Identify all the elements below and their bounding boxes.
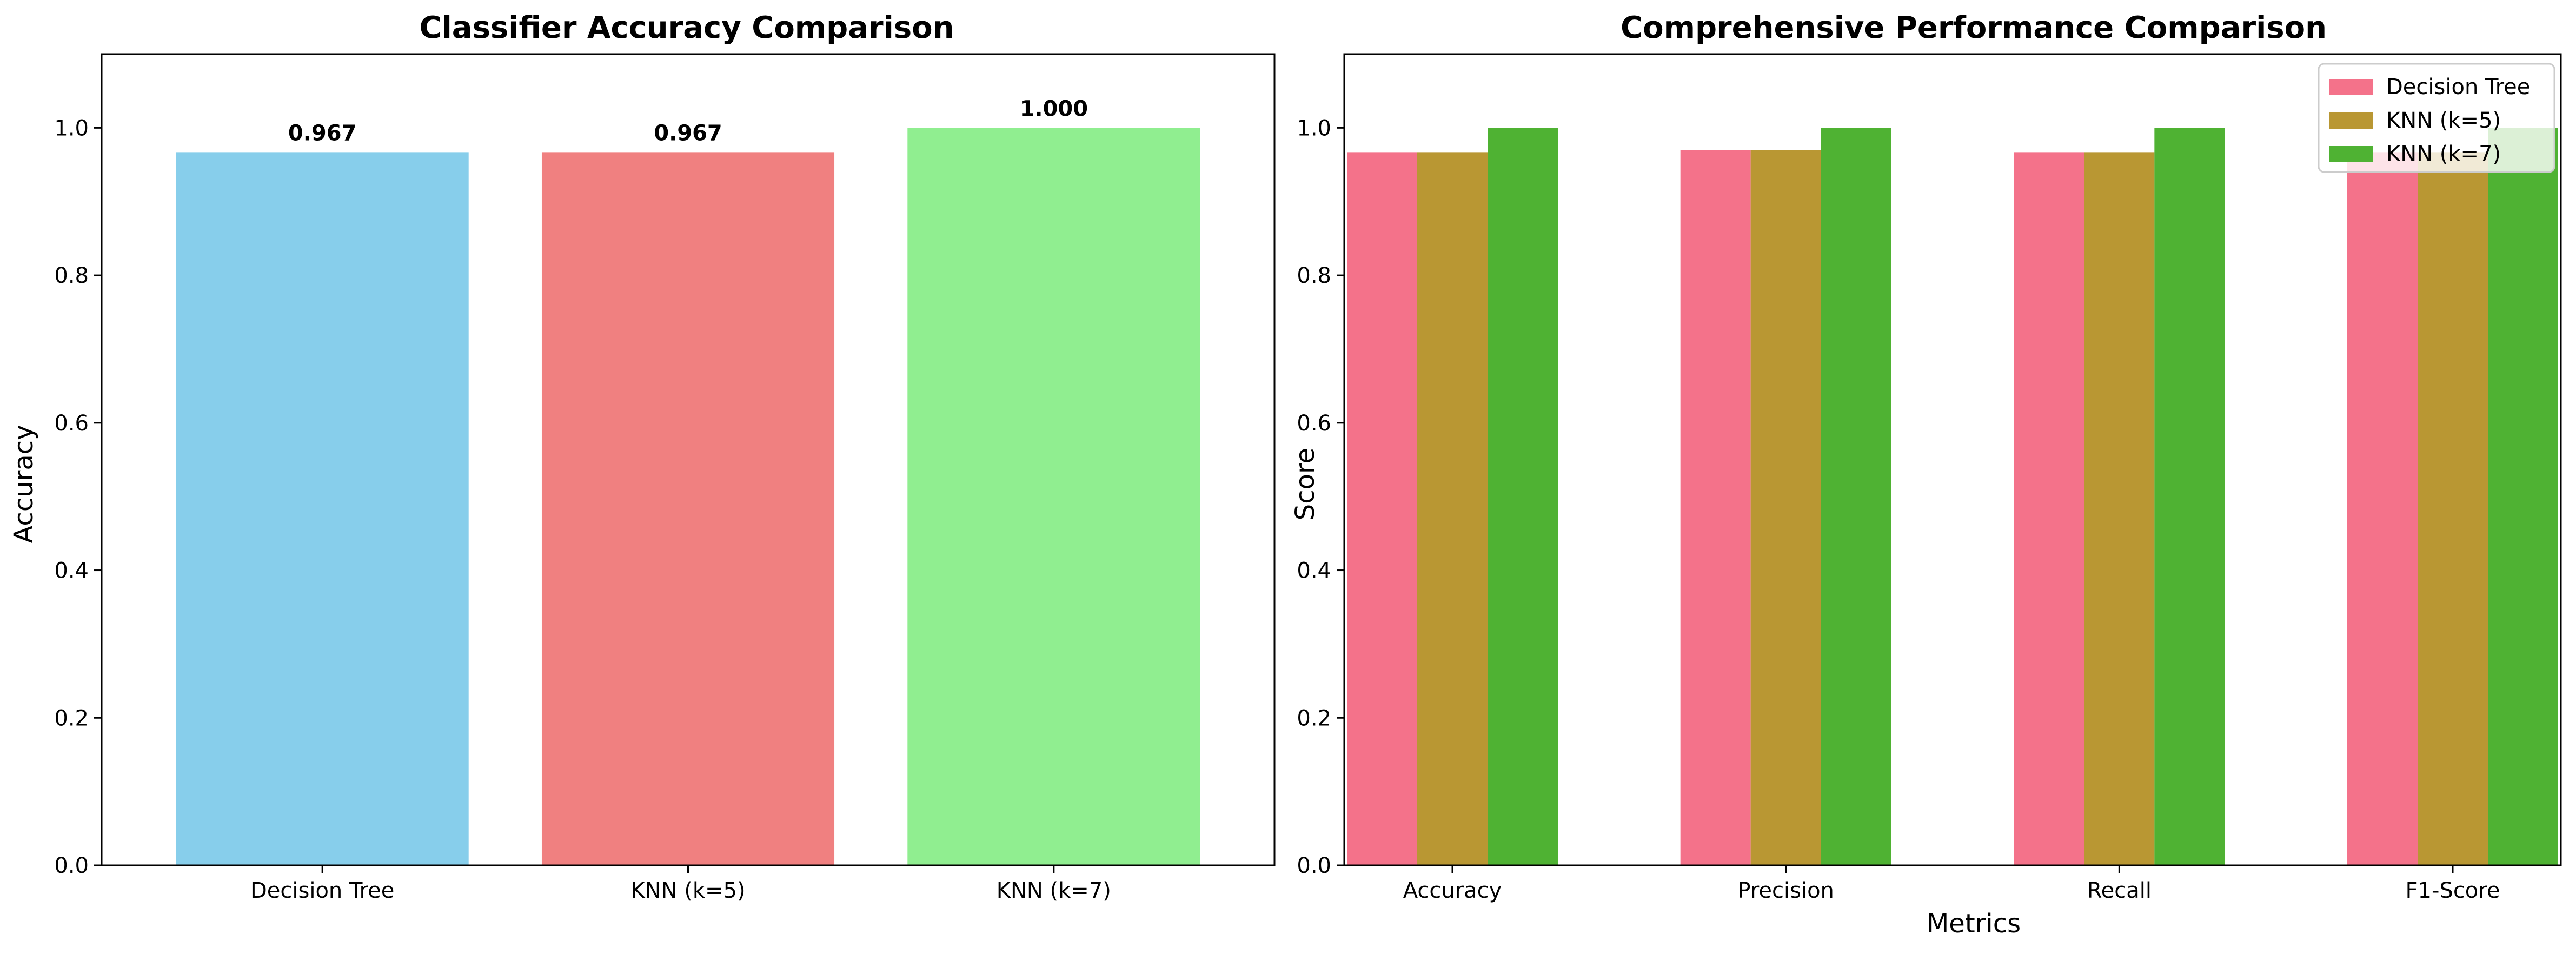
bar-f1-score-knn-k-7: [2488, 128, 2558, 865]
bar-recall-decision-tree: [2014, 152, 2084, 865]
x-tick-label-accuracy: Decision Tree: [250, 878, 394, 903]
axes-frame-performance: [1343, 53, 2562, 866]
plot-area-accuracy: 0.0 0.2 0.4 0.6 0.8 1.0 0.967 Decision Tree 0.96…: [54, 53, 1276, 903]
bar-accuracy-decision-tree: [1347, 152, 1417, 865]
chart-title-performance: Comprehensive Performance Comparison: [1621, 10, 2327, 45]
bar-recall-knn-k-5: [2084, 152, 2155, 865]
bar-precision-knn-k-7: [1821, 128, 1891, 865]
x-tick-label-accuracy: KNN (k=5): [630, 878, 745, 903]
bar-accuracy-knn-k-5: [1417, 152, 1488, 865]
legend-swatch: [2329, 146, 2373, 162]
x-tick-label-performance: Recall: [2087, 878, 2152, 903]
y-tick-label-performance: 0.8: [1297, 263, 1331, 288]
y-tick-label-performance: 0.2: [1297, 706, 1331, 731]
accuracy-chart: Classifier Accuracy Comparison Accuracy …: [9, 10, 1276, 903]
x-tick-label-performance: F1-Score: [2406, 878, 2500, 903]
legend: Decision Tree KNN (k=5) KNN (k=7): [2318, 63, 2555, 173]
bar-decision-tree: [176, 152, 469, 865]
performance-chart: Comprehensive Performance Comparison Sco…: [1290, 10, 2562, 939]
y-tick-label-accuracy: 0.6: [54, 411, 89, 436]
bar-f1-score-decision-tree: [2347, 152, 2418, 865]
y-tick-label-performance: 1.0: [1297, 116, 1331, 141]
chart-title-accuracy: Classifier Accuracy Comparison: [419, 10, 954, 45]
y-axis-label-performance: Score: [1290, 448, 1320, 520]
y-tick-label-performance: 0.6: [1297, 411, 1331, 436]
legend-label: KNN (k=7): [2386, 142, 2501, 167]
y-tick-label-accuracy: 0.2: [54, 706, 89, 731]
bar-value-label: 0.967: [654, 121, 722, 145]
legend-label: KNN (k=5): [2386, 108, 2501, 133]
y-tick-label-accuracy: 0.0: [54, 853, 89, 878]
bar-knn-k-5-: [541, 152, 835, 865]
x-axis-label-performance: Metrics: [1927, 909, 2021, 939]
bar-precision-decision-tree: [1680, 150, 1751, 866]
bar-accuracy-knn-k-7: [1488, 128, 1558, 865]
bar-value-label: 0.967: [288, 121, 357, 145]
legend-box: [2318, 63, 2555, 173]
y-tick-label-performance: 0.4: [1297, 559, 1331, 584]
bar-f1-score-knn-k-5: [2418, 152, 2488, 865]
y-tick-label-accuracy: 1.0: [54, 116, 89, 141]
bar-recall-knn-k-7: [2154, 128, 2225, 865]
axes-frame-accuracy: [101, 53, 1276, 866]
bar-value-label: 1.000: [1020, 96, 1088, 121]
x-tick-label-accuracy: KNN (k=7): [997, 878, 1111, 903]
y-tick-label-accuracy: 0.8: [54, 263, 89, 288]
legend-swatch: [2329, 79, 2373, 95]
bar-precision-knn-k-5: [1750, 150, 1821, 866]
y-tick-label-performance: 0.0: [1297, 853, 1331, 878]
bar-knn-k-7-: [907, 128, 1200, 865]
legend-swatch: [2329, 112, 2373, 129]
y-axis-label-accuracy: Accuracy: [9, 425, 39, 543]
y-tick-label-accuracy: 0.4: [54, 559, 89, 584]
legend-label: Decision Tree: [2386, 75, 2530, 100]
x-tick-label-performance: Precision: [1737, 878, 1834, 903]
x-tick-label-performance: Accuracy: [1403, 878, 1502, 903]
plot-area-performance: 0.0 0.2 0.4 0.6 0.8 1.0 Accuracy Precision Recal…: [1297, 53, 2562, 903]
